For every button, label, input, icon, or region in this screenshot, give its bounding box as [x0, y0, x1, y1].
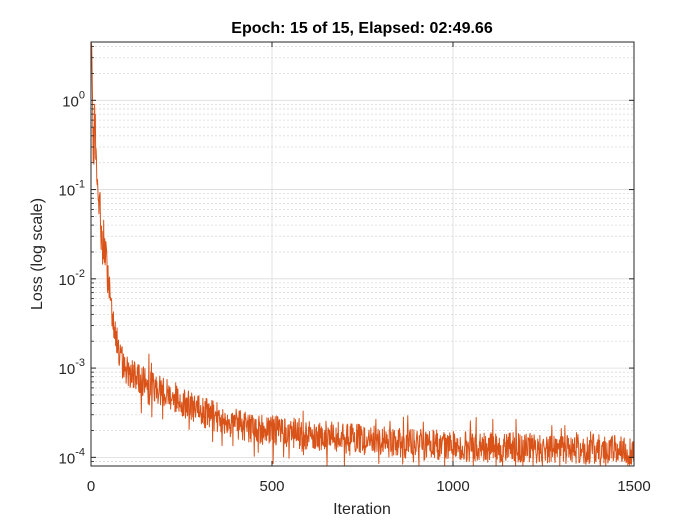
x-axis-label: Iteration — [333, 501, 391, 518]
y-tick-label: 10-4 — [59, 446, 85, 467]
x-tick-label: 500 — [259, 478, 284, 495]
x-tick-label: 1500 — [617, 478, 650, 495]
axes-background — [91, 42, 634, 466]
y-tick-label: 100 — [62, 89, 85, 110]
chart-title: Epoch: 15 of 15, Elapsed: 02:49.66 — [231, 20, 493, 37]
y-tick-label: 10-2 — [59, 268, 85, 289]
axes-box — [90, 41, 635, 467]
y-axis-ticks: 100 10-1 10-2 10-3 10-4 — [59, 46, 634, 467]
x-tick-label: 1000 — [436, 478, 469, 495]
y-axis-label: Loss (log scale) — [29, 198, 46, 310]
plot-area: 0 500 1000 1500 100 10-1 10-2 10-3 10-4 — [59, 41, 651, 495]
loss-series-line — [90, 42, 635, 466]
y-tick-label: 10-3 — [59, 357, 85, 378]
y-tick-label: 10-1 — [59, 179, 85, 200]
x-tick-label: 0 — [87, 478, 95, 495]
minor-grid — [91, 46, 634, 462]
x-axis-ticks: 0 500 1000 1500 — [87, 42, 651, 495]
